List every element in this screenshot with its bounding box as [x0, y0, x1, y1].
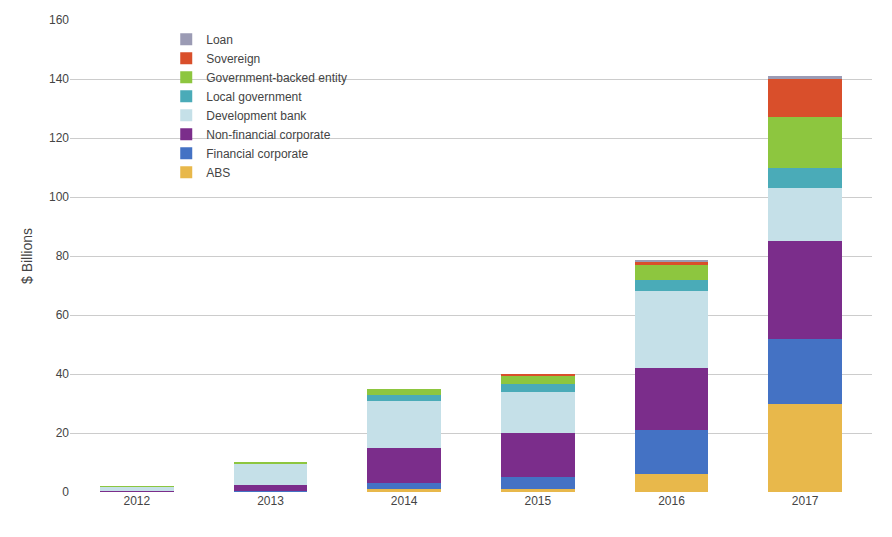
svg-text:0: 0: [62, 485, 69, 499]
svg-text:Government-backed entity: Government-backed entity: [206, 71, 347, 85]
svg-text:2016: 2016: [658, 494, 685, 508]
svg-text:Loan: Loan: [206, 33, 233, 47]
svg-text:140: 140: [49, 72, 69, 86]
svg-text:ABS: ABS: [206, 166, 230, 180]
svg-text:Financial corporate: Financial corporate: [206, 147, 308, 161]
svg-text:20: 20: [56, 426, 70, 440]
svg-text:60: 60: [56, 308, 70, 322]
svg-text:2012: 2012: [123, 494, 150, 508]
svg-text:2015: 2015: [524, 494, 551, 508]
svg-text:80: 80: [56, 249, 70, 263]
svg-text:Non-financial corporate: Non-financial corporate: [206, 128, 330, 142]
svg-text:$ Billions: $ Billions: [19, 228, 35, 284]
svg-text:Development bank: Development bank: [206, 109, 307, 123]
svg-text:120: 120: [49, 131, 69, 145]
svg-text:2013: 2013: [257, 494, 284, 508]
svg-text:2014: 2014: [391, 494, 418, 508]
svg-text:40: 40: [56, 367, 70, 381]
svg-text:Sovereign: Sovereign: [206, 52, 260, 66]
svg-text:2017: 2017: [792, 494, 819, 508]
svg-text:160: 160: [49, 13, 69, 27]
svg-text:Local government: Local government: [206, 90, 302, 104]
svg-text:100: 100: [49, 190, 69, 204]
